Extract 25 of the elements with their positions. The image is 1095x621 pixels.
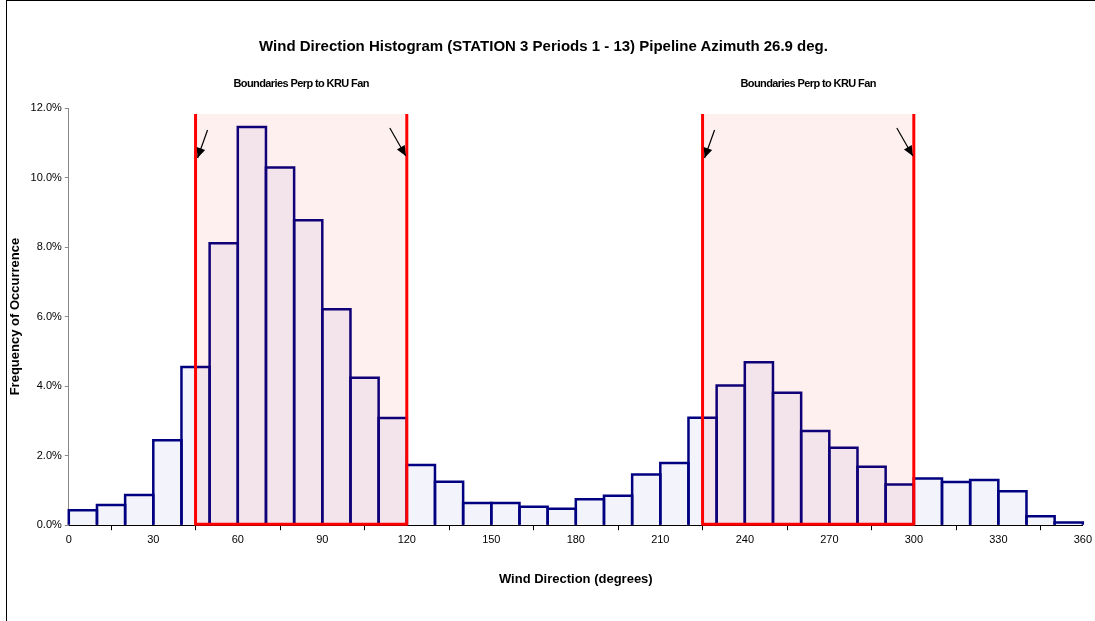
x-tick-label: 270	[820, 532, 839, 545]
x-tick-label: 120	[397, 532, 416, 545]
x-tick-label: 150	[482, 532, 501, 545]
x-tick-label: 330	[989, 532, 1008, 545]
x-tick-label: 30	[147, 532, 160, 545]
band-label: Boundaries Perp to KRU Fan	[740, 77, 877, 90]
y-axis-title: Frequency of Occurrence	[7, 237, 23, 396]
chart-title: Wind Direction Histogram (STATION 3 Periods 1 - 13) Pipeline Azimuth 26.9 deg.	[259, 37, 828, 55]
y-tick-label: 12.0%	[30, 101, 62, 114]
y-tick-label: 4.0%	[36, 379, 62, 392]
band-label: Boundaries Perp to KRU Fan	[233, 77, 370, 90]
y-tick-label: 10.0%	[30, 170, 62, 183]
y-tick-label: 6.0%	[36, 309, 62, 322]
x-tick-label: 0	[65, 532, 72, 545]
x-tick-label: 210	[651, 532, 670, 545]
x-tick-label: 90	[316, 532, 329, 545]
x-tick-label: 240	[735, 532, 754, 545]
x-tick-label: 360	[1073, 532, 1092, 545]
x-tick-label: 300	[904, 532, 923, 545]
x-tick-label: 180	[566, 532, 585, 545]
x-axis-title: Wind Direction (degrees)	[498, 570, 653, 586]
x-tick-label: 60	[231, 532, 244, 545]
y-tick-label: 8.0%	[36, 240, 62, 253]
y-tick-label: 2.0%	[36, 448, 62, 461]
y-tick-label: 0.0%	[36, 518, 62, 531]
